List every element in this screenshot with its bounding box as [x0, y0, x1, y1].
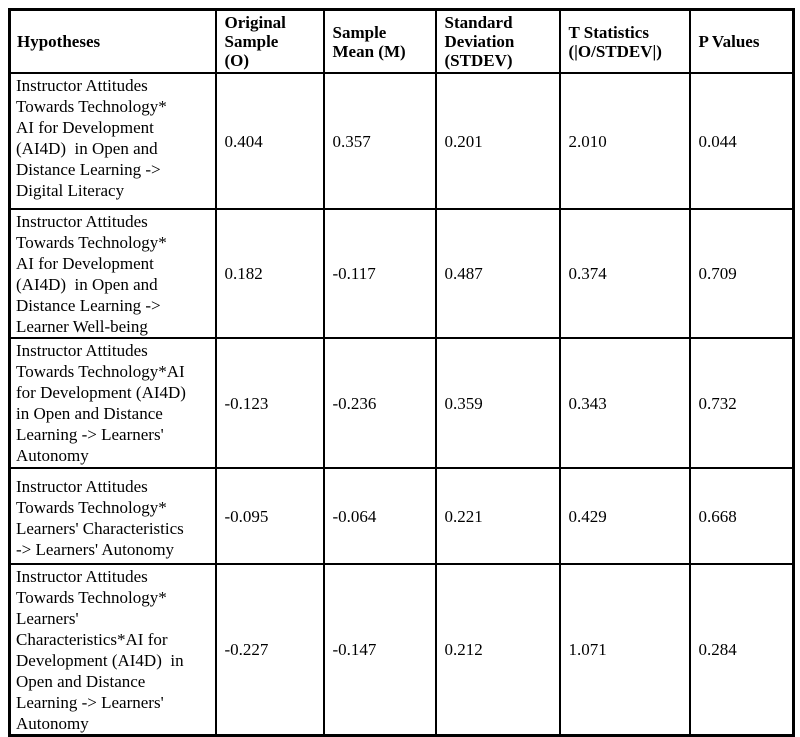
table-body: Instructor Attitudes Towards Technology*… [8, 72, 795, 737]
original-sample-cell: -0.227 [214, 563, 325, 737]
hypothesis-cell: Instructor Attitudes Towards Technology*… [8, 467, 217, 565]
hypothesis-cell: Instructor Attitudes Towards Technology*… [8, 208, 217, 339]
table-row: Instructor Attitudes Towards Technology*… [8, 208, 795, 339]
stdev-cell: 0.487 [434, 208, 561, 339]
original-sample-cell: 0.404 [214, 72, 325, 210]
t-statistics-cell: 0.343 [558, 337, 691, 469]
p-values-cell: 0.709 [688, 208, 795, 339]
stdev-cell: 0.221 [434, 467, 561, 565]
p-values-cell: 0.044 [688, 72, 795, 210]
hypothesis-cell: Instructor Attitudes Towards Technology*… [8, 337, 217, 469]
p-values-cell: 0.668 [688, 467, 795, 565]
table-row: Instructor Attitudes Towards Technology*… [8, 337, 795, 469]
hypotheses-results-table: Hypotheses Original Sample (O) Sample Me… [8, 8, 795, 737]
hypothesis-cell: Instructor Attitudes Towards Technology*… [8, 72, 217, 210]
t-statistics-cell: 2.010 [558, 72, 691, 210]
column-header-sample-mean: Sample Mean (M) [322, 8, 437, 74]
p-values-cell: 0.732 [688, 337, 795, 469]
stdev-cell: 0.212 [434, 563, 561, 737]
t-statistics-cell: 0.374 [558, 208, 691, 339]
p-values-cell: 0.284 [688, 563, 795, 737]
column-header-p-values: P Values [688, 8, 795, 74]
original-sample-cell: -0.095 [214, 467, 325, 565]
t-statistics-cell: 1.071 [558, 563, 691, 737]
table-row: Instructor Attitudes Towards Technology*… [8, 563, 795, 737]
stdev-cell: 0.201 [434, 72, 561, 210]
sample-mean-cell: -0.117 [322, 208, 437, 339]
stdev-cell: 0.359 [434, 337, 561, 469]
original-sample-cell: 0.182 [214, 208, 325, 339]
sample-mean-cell: 0.357 [322, 72, 437, 210]
column-header-hypotheses: Hypotheses [8, 8, 217, 74]
sample-mean-cell: -0.064 [322, 467, 437, 565]
header-row: Hypotheses Original Sample (O) Sample Me… [8, 8, 795, 74]
sample-mean-cell: -0.236 [322, 337, 437, 469]
table-header: Hypotheses Original Sample (O) Sample Me… [8, 8, 795, 74]
sample-mean-cell: -0.147 [322, 563, 437, 737]
hypothesis-cell: Instructor Attitudes Towards Technology*… [8, 563, 217, 737]
table-row: Instructor Attitudes Towards Technology*… [8, 72, 795, 210]
t-statistics-cell: 0.429 [558, 467, 691, 565]
column-header-standard-deviation: Standard Deviation (STDEV) [434, 8, 561, 74]
original-sample-cell: -0.123 [214, 337, 325, 469]
table-row: Instructor Attitudes Towards Technology*… [8, 467, 795, 565]
column-header-t-statistics: T Statistics (|O/STDEV|) [558, 8, 691, 74]
column-header-original-sample: Original Sample (O) [214, 8, 325, 74]
